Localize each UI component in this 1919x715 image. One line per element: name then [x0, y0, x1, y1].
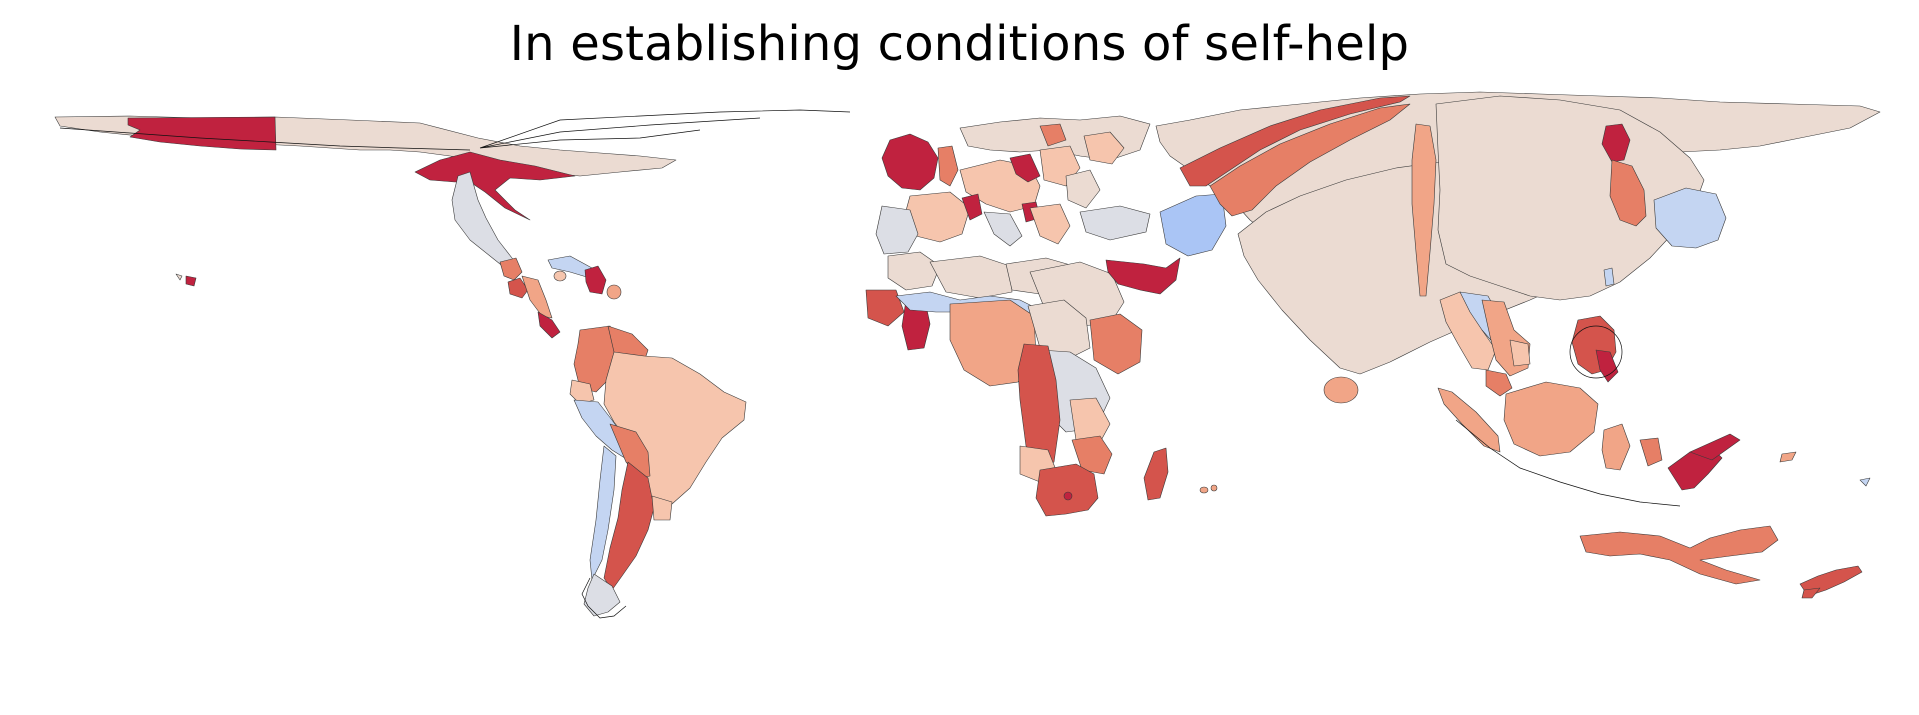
region-brazil[interactable]: [603, 351, 747, 509]
region-nz-south[interactable]: [1801, 587, 1821, 599]
region-poland[interactable]: [1009, 153, 1041, 183]
region-borneo[interactable]: [1503, 381, 1599, 457]
region-caribbean-small[interactable]: [606, 284, 622, 300]
region-australia[interactable]: [1579, 525, 1779, 585]
patagonia-coastline: [581, 577, 627, 619]
region-mozambique[interactable]: [1071, 435, 1113, 475]
region-alaska-west[interactable]: [127, 116, 277, 151]
region-algeria[interactable]: [929, 255, 1013, 299]
map-title: In establishing conditions of self-help: [509, 16, 1410, 72]
region-central-america-d[interactable]: [537, 311, 561, 339]
region-bolivia[interactable]: [609, 423, 651, 479]
arctic-coastline-west: [59, 127, 471, 151]
region-new-guinea-east[interactable]: [1689, 433, 1741, 461]
region-nigeria[interactable]: [949, 299, 1037, 387]
region-morocco[interactable]: [887, 251, 941, 291]
region-west-africa-a[interactable]: [865, 289, 905, 327]
region-philippines-strong[interactable]: [1595, 349, 1619, 383]
region-central-america-b[interactable]: [507, 277, 529, 299]
region-spain[interactable]: [875, 205, 919, 255]
region-taiwan[interactable]: [1603, 267, 1615, 287]
region-indochina-tip[interactable]: [1485, 369, 1513, 397]
region-maluku[interactable]: [1639, 437, 1663, 467]
philippines-ring: [1569, 325, 1623, 379]
arctic-coastline: [479, 109, 851, 149]
indonesia-coastline: [1455, 419, 1681, 507]
region-arabia[interactable]: [1105, 257, 1181, 295]
region-timor[interactable]: [1779, 451, 1797, 463]
region-indonesia[interactable]: [1437, 387, 1501, 453]
region-europe-strong-a[interactable]: [961, 193, 983, 221]
region-bangladesh-strip[interactable]: [1411, 123, 1437, 297]
region-lesotho[interactable]: [1063, 491, 1073, 501]
region-haiti[interactable]: [584, 265, 607, 295]
region-uruguay[interactable]: [651, 495, 673, 521]
region-madagascar[interactable]: [1143, 447, 1169, 501]
region-ireland[interactable]: [881, 133, 939, 191]
region-kazakhstan[interactable]: [1209, 103, 1411, 217]
region-pacific-islet-b[interactable]: [175, 273, 183, 281]
region-iran[interactable]: [1159, 193, 1227, 257]
region-sri-lanka[interactable]: [1323, 376, 1359, 404]
region-japan[interactable]: [1653, 187, 1727, 249]
region-uk[interactable]: [937, 145, 959, 187]
region-mauritius[interactable]: [1199, 486, 1209, 494]
region-balkans[interactable]: [1029, 203, 1071, 245]
region-korea[interactable]: [1601, 123, 1631, 163]
region-patagonia[interactable]: [583, 573, 621, 617]
region-europe-north-a[interactable]: [1083, 131, 1125, 165]
region-italy[interactable]: [983, 211, 1023, 247]
region-reunion[interactable]: [1210, 484, 1218, 492]
region-europe-central-b[interactable]: [1065, 169, 1101, 209]
region-pacific-islet-a[interactable]: [185, 275, 197, 287]
region-sulawesi[interactable]: [1601, 423, 1631, 471]
region-central-america-c[interactable]: [521, 275, 553, 319]
region-korea-south[interactable]: [1609, 159, 1647, 227]
region-cambodia[interactable]: [1509, 339, 1531, 367]
region-caribbean-islet[interactable]: [553, 270, 567, 282]
region-central-asia-strip[interactable]: [1179, 95, 1411, 187]
region-chile[interactable]: [589, 445, 617, 581]
region-turkey[interactable]: [1079, 205, 1151, 241]
region-china[interactable]: [1435, 95, 1705, 301]
region-tanzania[interactable]: [1069, 397, 1111, 447]
region-europe-north-b[interactable]: [1039, 123, 1067, 147]
region-central-america-a[interactable]: [499, 257, 523, 281]
region-pacific-east-islet[interactable]: [1859, 477, 1871, 487]
region-ethiopia[interactable]: [1089, 313, 1143, 375]
region-south-africa[interactable]: [1035, 463, 1099, 517]
